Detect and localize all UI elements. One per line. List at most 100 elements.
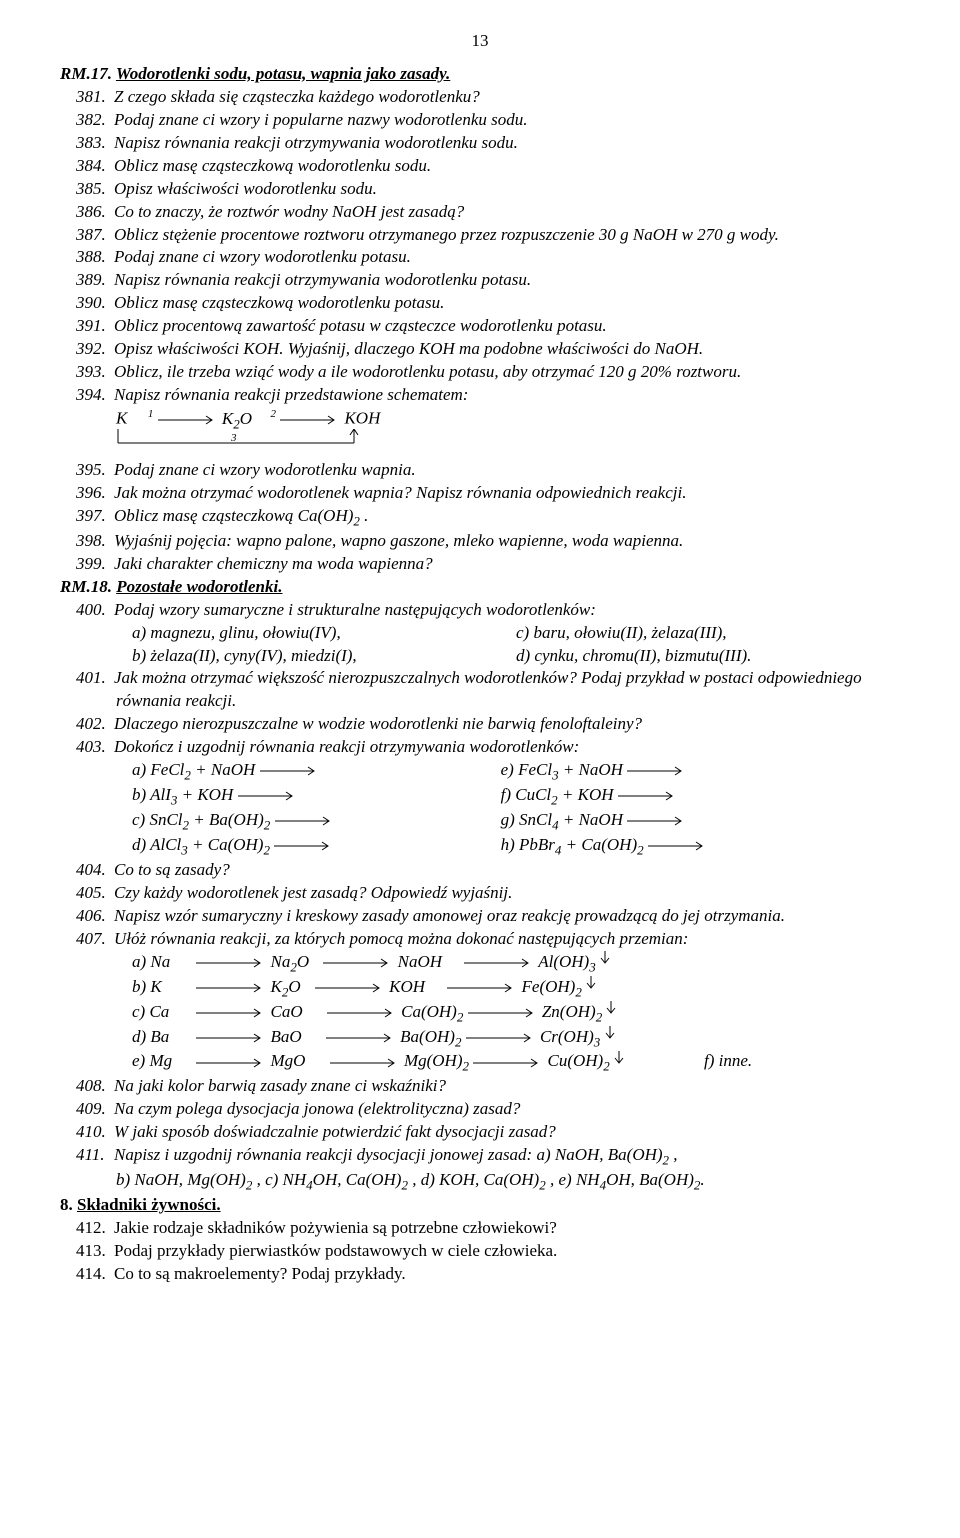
item-text: Na czym polega dysocjacja jonowa (elektr… (114, 1099, 520, 1118)
item-num: 383. (76, 132, 114, 155)
item-num: 409. (76, 1098, 114, 1121)
arrow-icon (315, 983, 385, 993)
col-left: b) AlI3 + KOH (132, 784, 501, 809)
list-item: 395.Podaj znane ci wzory wodorotlenku wa… (60, 459, 900, 482)
arrow-icon (196, 983, 266, 993)
item-411: 411.Napisz i uzgodnij równania reakcji d… (60, 1144, 900, 1169)
arrow-icon (627, 766, 687, 776)
item-num: 384. (76, 155, 114, 178)
item-text: . (700, 1170, 704, 1189)
col-right: g) SnCl4 + NaOH (501, 809, 900, 834)
item-num: 390. (76, 292, 114, 315)
list-item: 385.Opisz właściwości wodorotlenku sodu. (60, 178, 900, 201)
down-arrow-icon (600, 951, 610, 974)
item-text: Napisz równania reakcji przedstawione sc… (114, 385, 468, 404)
scheme-koh: KOH (344, 409, 380, 428)
item-407: 407.Ułóż równania reakcji, za których po… (60, 928, 900, 951)
item-num: 391. (76, 315, 114, 338)
item-num: 400. (76, 599, 114, 622)
item-text: Napisz równania reakcji otrzymywania wod… (114, 270, 531, 289)
col-right: d) cynku, chromu(II), bizmutu(III). (516, 645, 900, 668)
col-left: b) żelaza(II), cyny(IV), miedzi(I), (132, 645, 516, 668)
item-text: Oblicz masę cząsteczkową Ca(OH) (114, 506, 353, 525)
chain-row: e) Mg MgO Mg(OH)2 Cu(OH)2 f) inne. (60, 1050, 900, 1075)
list-item: 387.Oblicz stężenie procentowe roztworu … (60, 224, 900, 247)
item-num: 387. (76, 224, 114, 247)
item-num: 397. (76, 505, 114, 528)
arrow-icon (327, 1008, 397, 1018)
rm18-heading-underline: Pozostałe wodorotlenki. (116, 577, 282, 596)
item-num: 392. (76, 338, 114, 361)
sub-row: b) żelaza(II), cyny(IV), miedzi(I),d) cy… (60, 645, 900, 668)
item-text: Ułóż równania reakcji, za których pomocą… (114, 929, 688, 948)
item-400-rows: a) magnezu, glinu, ołowiu(IV),c) baru, o… (60, 622, 900, 668)
item-num: 410. (76, 1121, 114, 1144)
rm17-items: 381.Z czego składa się cząsteczka każdeg… (60, 86, 900, 407)
item-text: Opisz właściwości KOH. Wyjaśnij, dlaczeg… (114, 339, 703, 358)
down-arrow-icon (586, 976, 596, 999)
sec8-head: 8. (60, 1195, 77, 1214)
item-num: 388. (76, 246, 114, 269)
item-num: 403. (76, 736, 114, 759)
item-text: Napisz wzór sumaryczny i kreskowy zasady… (114, 906, 785, 925)
arrow-icon (238, 791, 298, 801)
arrow-icon (196, 1058, 266, 1068)
reaction-scheme: K 1 K2O 2 KOH 3 (60, 407, 900, 459)
arrow-icon (326, 1033, 396, 1043)
item-text: Jaki charakter chemiczny ma woda wapienn… (114, 554, 433, 573)
arrow-icon (260, 766, 320, 776)
item-text: , e) NH (546, 1170, 600, 1189)
item-num: 382. (76, 109, 114, 132)
col-left: d) AlCl3 + Ca(OH)2 (132, 834, 501, 859)
list-item: 399.Jaki charakter chemiczny ma woda wap… (60, 553, 900, 576)
down-arrow-icon (614, 1051, 624, 1074)
reaction-row: b) AlI3 + KOH f) CuCl2 + KOH (60, 784, 900, 809)
item-text: Podaj znane ci wzory wodorotlenku wapnia… (114, 460, 416, 479)
item-text: W jaki sposób doświadczalnie potwierdzić… (114, 1122, 556, 1141)
rm18-heading-plain: RM.18. (60, 577, 116, 596)
item-num: 389. (76, 269, 114, 292)
page-number: 13 (60, 30, 900, 53)
arrow-icon (447, 983, 517, 993)
chain-row: c) Ca CaO Ca(OH)2 Zn(OH)2 (60, 1001, 900, 1026)
chain-row: b) K K2O KOH Fe(OH)2 (60, 976, 900, 1001)
item-num: 412. (76, 1217, 114, 1240)
item-text: Co to są makroelementy? Podaj przykłady. (114, 1264, 406, 1283)
item-text: Czy każdy wodorotlenek jest zasadą? Odpo… (114, 883, 512, 902)
item-num: 395. (76, 459, 114, 482)
scheme-k: K (116, 409, 127, 428)
item-403-rows: a) FeCl2 + NaOH e) FeCl3 + NaOH b) AlI3 … (60, 759, 900, 859)
item-406: 406.Napisz wzór sumaryczny i kreskowy za… (60, 905, 900, 928)
item-409: 409.Na czym polega dysocjacja jonowa (el… (60, 1098, 900, 1121)
arrow-icon (627, 816, 687, 826)
item-num: 411. (76, 1144, 114, 1167)
chain-row: d) Ba BaO Ba(OH)2 Cr(OH)3 (60, 1026, 900, 1051)
item-text: Jak można otrzymać większość nierozpuszc… (114, 668, 862, 710)
list-item: 412.Jakie rodzaje składników pożywienia … (60, 1217, 900, 1240)
item-text: OH, Ca(OH) (313, 1170, 402, 1189)
list-item: 398.Wyjaśnij pojęcia: wapno palone, wapn… (60, 530, 900, 553)
item-text: Napisz i uzgodnij równania reakcji dysoc… (114, 1145, 663, 1164)
col-right: f) CuCl2 + KOH (501, 784, 900, 809)
scheme-k2o: K2O (222, 409, 252, 428)
reaction-row: c) SnCl2 + Ba(OH)2 g) SnCl4 + NaOH (60, 809, 900, 834)
item-num: 413. (76, 1240, 114, 1263)
item-text: Opisz właściwości wodorotlenku sodu. (114, 179, 377, 198)
col-right: c) baru, ołowiu(II), żelaza(III), (516, 622, 900, 645)
reaction-row: a) FeCl2 + NaOH e) FeCl3 + NaOH (60, 759, 900, 784)
col-left: c) SnCl2 + Ba(OH)2 (132, 809, 501, 834)
list-item: 381.Z czego składa się cząsteczka każdeg… (60, 86, 900, 109)
list-item: 391.Oblicz procentową zawartość potasu w… (60, 315, 900, 338)
arrow-icon (648, 841, 708, 851)
arrow-icon (274, 841, 334, 851)
down-arrow-icon (606, 1001, 616, 1024)
arrow-icon (196, 1008, 266, 1018)
arrow-icon (275, 816, 335, 826)
item-text: Podaj wzory sumaryczne i strukturalne na… (114, 600, 596, 619)
arrow-icon (466, 1033, 536, 1043)
list-item: 384.Oblicz masę cząsteczkową wodorotlenk… (60, 155, 900, 178)
item-text: , c) NH (252, 1170, 306, 1189)
rm17-items-2: 395.Podaj znane ci wzory wodorotlenku wa… (60, 459, 900, 576)
item-num: 404. (76, 859, 114, 882)
down-arrow-icon (605, 1026, 615, 1049)
